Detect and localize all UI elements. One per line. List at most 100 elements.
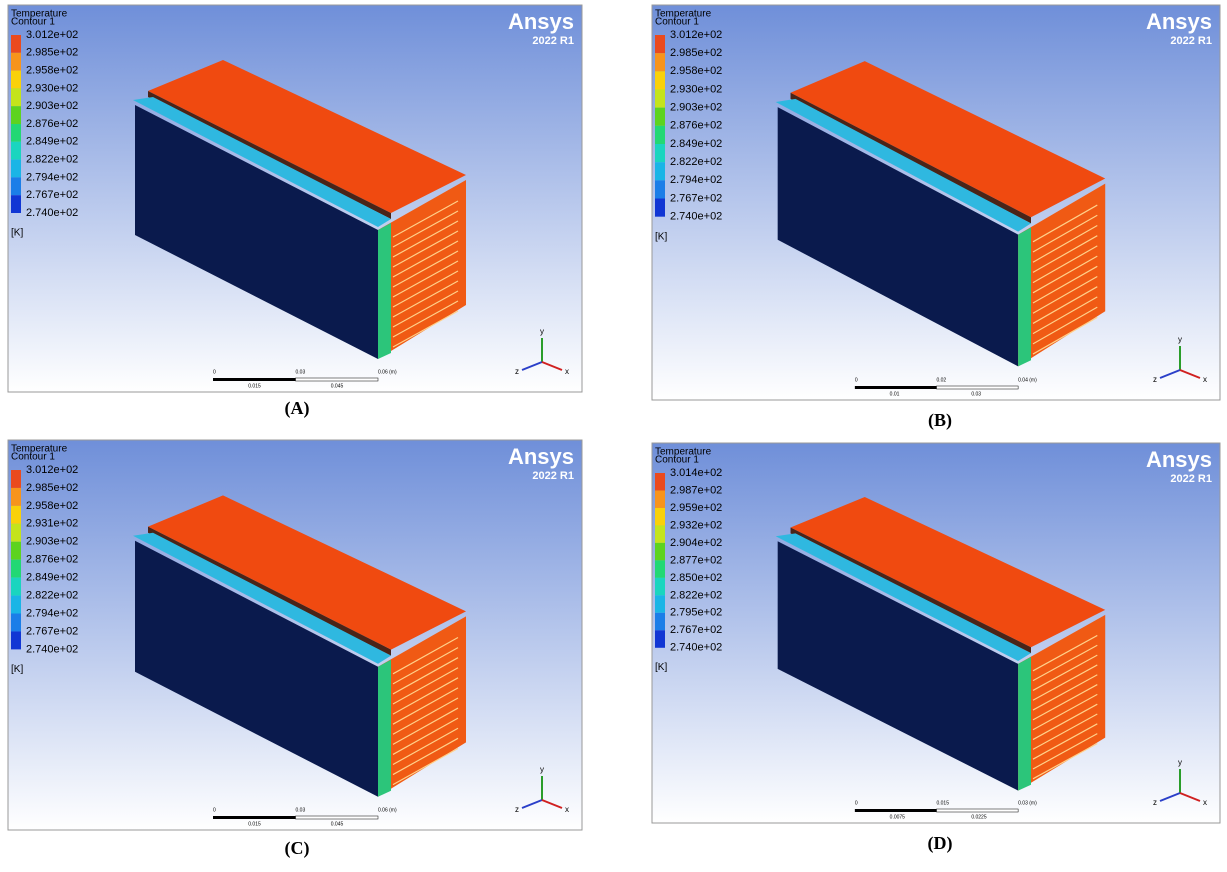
legend-label: 2.958e+02 bbox=[26, 65, 78, 77]
legend-swatch bbox=[655, 543, 665, 560]
panel: TemperatureContour 13.014e+022.987e+022.… bbox=[652, 443, 1220, 823]
scale-bar bbox=[855, 386, 937, 389]
legend-unit: [K] bbox=[655, 662, 667, 673]
legend-label: 2.904e+02 bbox=[670, 537, 722, 549]
legend-label: 2.767e+02 bbox=[670, 624, 722, 636]
scale-label: 0.01 bbox=[890, 391, 900, 397]
legend-swatch bbox=[655, 162, 665, 180]
legend-swatch bbox=[11, 524, 21, 542]
legend-label: 2.794e+02 bbox=[26, 607, 78, 619]
legend-swatch bbox=[11, 106, 21, 124]
legend-swatch bbox=[655, 525, 665, 542]
legend-label: 2.740e+02 bbox=[26, 207, 78, 219]
caption: (B) bbox=[928, 410, 952, 431]
legend-label: 2.877e+02 bbox=[670, 554, 722, 566]
triad-label: x bbox=[565, 805, 569, 814]
legend-label: 2.822e+02 bbox=[670, 156, 722, 168]
legend-swatch bbox=[655, 53, 665, 71]
scale-label: 0.045 bbox=[331, 383, 344, 389]
side-edge bbox=[378, 223, 391, 359]
scale-label: 0.02 bbox=[936, 377, 946, 383]
brand: Ansys bbox=[508, 9, 574, 34]
legend-label: 2.740e+02 bbox=[26, 643, 78, 655]
legend-label: 2.767e+02 bbox=[26, 189, 78, 201]
scale-label: 0 bbox=[855, 377, 858, 383]
scale-bar bbox=[213, 816, 296, 819]
legend-swatch bbox=[655, 508, 665, 525]
legend-swatch bbox=[655, 180, 665, 198]
scale-bar bbox=[936, 386, 1018, 389]
legend-label: 2.932e+02 bbox=[670, 519, 722, 531]
legend-label: 2.876e+02 bbox=[670, 120, 722, 132]
scale-label: 0.015 bbox=[248, 821, 261, 827]
legend-unit: [K] bbox=[11, 227, 23, 238]
scale-label: 0.015 bbox=[248, 383, 261, 389]
triad-label: x bbox=[565, 367, 569, 376]
scale-label: 0 bbox=[213, 369, 216, 375]
legend-label: 2.822e+02 bbox=[26, 589, 78, 601]
legend-label: 2.930e+02 bbox=[670, 83, 722, 95]
legend-swatch bbox=[11, 631, 21, 649]
legend-subtitle: Contour 1 bbox=[11, 452, 55, 463]
legend-swatch bbox=[11, 88, 21, 106]
scale-label: 0.015 bbox=[936, 800, 949, 806]
brand: Ansys bbox=[508, 444, 574, 469]
legend-label: 2.958e+02 bbox=[670, 65, 722, 77]
scale-bar bbox=[296, 378, 379, 381]
legend-swatch bbox=[655, 630, 665, 647]
legend-label: 2.959e+02 bbox=[670, 502, 722, 514]
legend-label: 2.876e+02 bbox=[26, 118, 78, 130]
legend-swatch bbox=[11, 542, 21, 560]
legend-swatch bbox=[655, 35, 665, 53]
caption: (C) bbox=[285, 838, 310, 859]
legend-swatch bbox=[655, 560, 665, 577]
brand: Ansys bbox=[1146, 447, 1212, 472]
legend-swatch bbox=[11, 124, 21, 142]
legend-label: 2.740e+02 bbox=[670, 642, 722, 654]
legend-swatch bbox=[11, 506, 21, 524]
legend-subtitle: Contour 1 bbox=[11, 17, 55, 28]
triad-label: y bbox=[540, 327, 544, 336]
legend-label: 3.012e+02 bbox=[26, 464, 78, 476]
legend-label: 2.930e+02 bbox=[26, 82, 78, 94]
triad-label: z bbox=[515, 805, 519, 814]
legend-label: 3.012e+02 bbox=[26, 29, 78, 41]
triad-label: y bbox=[540, 765, 544, 774]
brand: Ansys bbox=[1146, 9, 1212, 34]
legend-label: 2.849e+02 bbox=[670, 138, 722, 150]
legend-label: 2.767e+02 bbox=[26, 625, 78, 637]
caption: (A) bbox=[285, 398, 310, 419]
side-edge bbox=[378, 660, 391, 797]
triad-label: z bbox=[1153, 375, 1157, 384]
legend-label: 2.985e+02 bbox=[670, 47, 722, 59]
scale-label: 0.03 (m) bbox=[1018, 800, 1037, 806]
legend-label: 2.876e+02 bbox=[26, 554, 78, 566]
scale-bar bbox=[936, 809, 1018, 812]
legend-label: 2.794e+02 bbox=[670, 174, 722, 186]
version: 2022 R1 bbox=[1170, 35, 1212, 47]
legend-swatch bbox=[11, 35, 21, 53]
scale-label: 0.06 (m) bbox=[378, 369, 397, 375]
legend-label: 2.985e+02 bbox=[26, 47, 78, 59]
legend-swatch bbox=[655, 126, 665, 144]
legend-label: 2.985e+02 bbox=[26, 482, 78, 494]
legend-label: 3.012e+02 bbox=[670, 29, 722, 41]
triad-label: z bbox=[1153, 798, 1157, 807]
legend-swatch bbox=[655, 613, 665, 630]
scale-label: 0.0075 bbox=[890, 814, 906, 820]
side-edge bbox=[1018, 657, 1031, 791]
legend-subtitle: Contour 1 bbox=[655, 17, 699, 28]
legend-label: 2.849e+02 bbox=[26, 572, 78, 584]
scale-label: 0.04 (m) bbox=[1018, 377, 1037, 383]
legend-label: 2.795e+02 bbox=[670, 607, 722, 619]
figure: TemperatureContour 13.012e+022.985e+022.… bbox=[0, 0, 1227, 867]
legend-swatch bbox=[655, 490, 665, 507]
legend-swatch bbox=[655, 144, 665, 162]
legend-swatch bbox=[11, 578, 21, 596]
scale-bar bbox=[296, 816, 379, 819]
legend-swatch bbox=[11, 560, 21, 578]
version: 2022 R1 bbox=[532, 35, 574, 47]
legend-label: 2.740e+02 bbox=[670, 211, 722, 223]
legend-swatch bbox=[11, 596, 21, 614]
scale-bar bbox=[855, 809, 937, 812]
